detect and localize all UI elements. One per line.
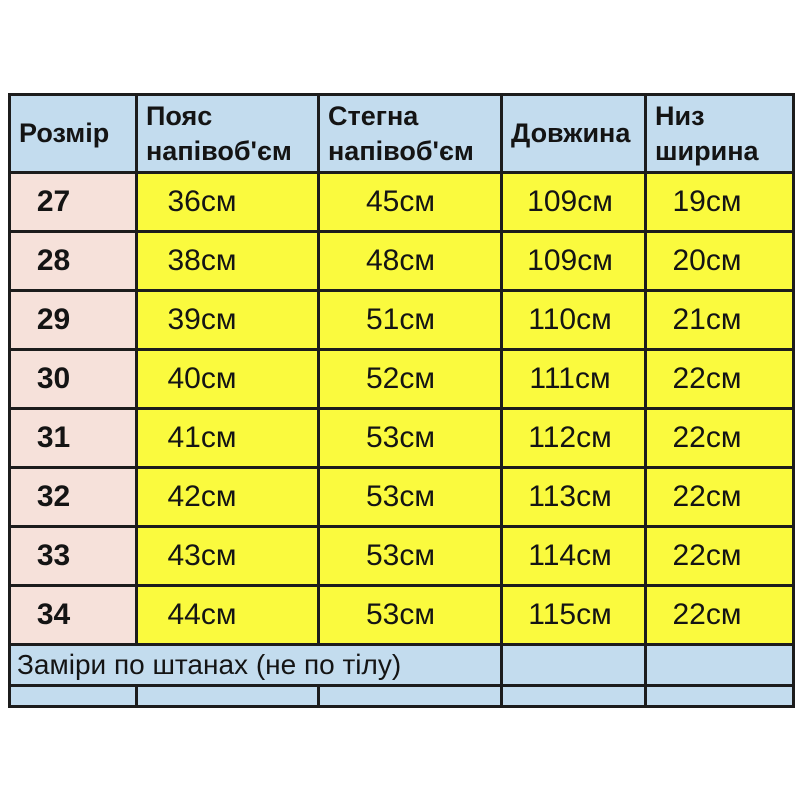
col-header-hips: Стегна напівоб'єм <box>317 93 503 174</box>
cell-length: 111см <box>500 348 647 410</box>
cell-size: 31 <box>8 407 138 469</box>
cell-bottom: 22см <box>644 466 795 528</box>
table-row: 27 36см 45см 109см 19см <box>8 171 795 233</box>
cell-length: 109см <box>500 171 647 233</box>
cell-waist: 39см <box>135 289 320 351</box>
header-row: Розмір Пояс напівоб'єм Стегна напівоб'єм… <box>8 93 795 174</box>
table-row: 34 44см 53см 115см 22см <box>8 584 795 646</box>
footer-note: Заміри по штанах (не по тілу) <box>8 643 503 687</box>
empty-cell <box>500 684 647 708</box>
cell-hips: 53см <box>317 407 503 469</box>
cell-length: 115см <box>500 584 647 646</box>
empty-cell <box>317 684 503 708</box>
empty-cell <box>135 684 320 708</box>
cell-size: 27 <box>8 171 138 233</box>
cell-waist: 41см <box>135 407 320 469</box>
cell-length: 113см <box>500 466 647 528</box>
cell-size: 30 <box>8 348 138 410</box>
footer-note-row: Заміри по штанах (не по тілу) <box>8 643 795 687</box>
col-header-waist: Пояс напівоб'єм <box>135 93 320 174</box>
col-header-hips-line1: Стегна <box>328 100 419 131</box>
cell-size: 28 <box>8 230 138 292</box>
empty-cell <box>644 684 795 708</box>
cell-waist: 44см <box>135 584 320 646</box>
cell-length: 114см <box>500 525 647 587</box>
cell-hips: 53см <box>317 466 503 528</box>
cell-length: 110см <box>500 289 647 351</box>
cell-hips: 48см <box>317 230 503 292</box>
table-row: 33 43см 53см 114см 22см <box>8 525 795 587</box>
cell-size: 32 <box>8 466 138 528</box>
cell-bottom: 22см <box>644 584 795 646</box>
col-header-size: Розмір <box>8 93 138 174</box>
col-header-waist-line2: напівоб'єм <box>146 135 292 166</box>
cell-bottom: 22см <box>644 407 795 469</box>
cell-length: 112см <box>500 407 647 469</box>
table-row: 31 41см 53см 112см 22см <box>8 407 795 469</box>
table-row: 29 39см 51см 110см 21см <box>8 289 795 351</box>
col-header-waist-line1: Пояс <box>146 100 213 131</box>
cell-size: 29 <box>8 289 138 351</box>
col-header-length: Довжина <box>500 93 647 174</box>
cell-length: 109см <box>500 230 647 292</box>
cell-waist: 43см <box>135 525 320 587</box>
col-header-bottom-line2: ширина <box>655 135 759 166</box>
col-header-bottom-line1: Низ <box>655 100 705 131</box>
cell-hips: 53см <box>317 525 503 587</box>
cell-bottom: 22см <box>644 525 795 587</box>
cell-bottom: 21см <box>644 289 795 351</box>
empty-row <box>8 684 795 708</box>
cell-waist: 38см <box>135 230 320 292</box>
table-row: 32 42см 53см 113см 22см <box>8 466 795 528</box>
col-header-bottom: Низ ширина <box>644 93 795 174</box>
cell-bottom: 20см <box>644 230 795 292</box>
cell-waist: 40см <box>135 348 320 410</box>
cell-waist: 36см <box>135 171 320 233</box>
table-row: 28 38см 48см 109см 20см <box>8 230 795 292</box>
empty-cell <box>500 643 647 687</box>
cell-size: 33 <box>8 525 138 587</box>
empty-cell <box>644 643 795 687</box>
col-header-length-label: Довжина <box>511 118 631 148</box>
cell-hips: 51см <box>317 289 503 351</box>
cell-hips: 52см <box>317 348 503 410</box>
table-row: 30 40см 52см 111см 22см <box>8 348 795 410</box>
cell-bottom: 22см <box>644 348 795 410</box>
cell-size: 34 <box>8 584 138 646</box>
empty-cell <box>8 684 138 708</box>
col-header-hips-line2: напівоб'єм <box>328 135 474 166</box>
cell-waist: 42см <box>135 466 320 528</box>
col-header-size-label: Розмір <box>19 118 110 148</box>
cell-hips: 45см <box>317 171 503 233</box>
size-chart-table: Розмір Пояс напівоб'єм Стегна напівоб'єм… <box>8 93 795 708</box>
cell-hips: 53см <box>317 584 503 646</box>
cell-bottom: 19см <box>644 171 795 233</box>
